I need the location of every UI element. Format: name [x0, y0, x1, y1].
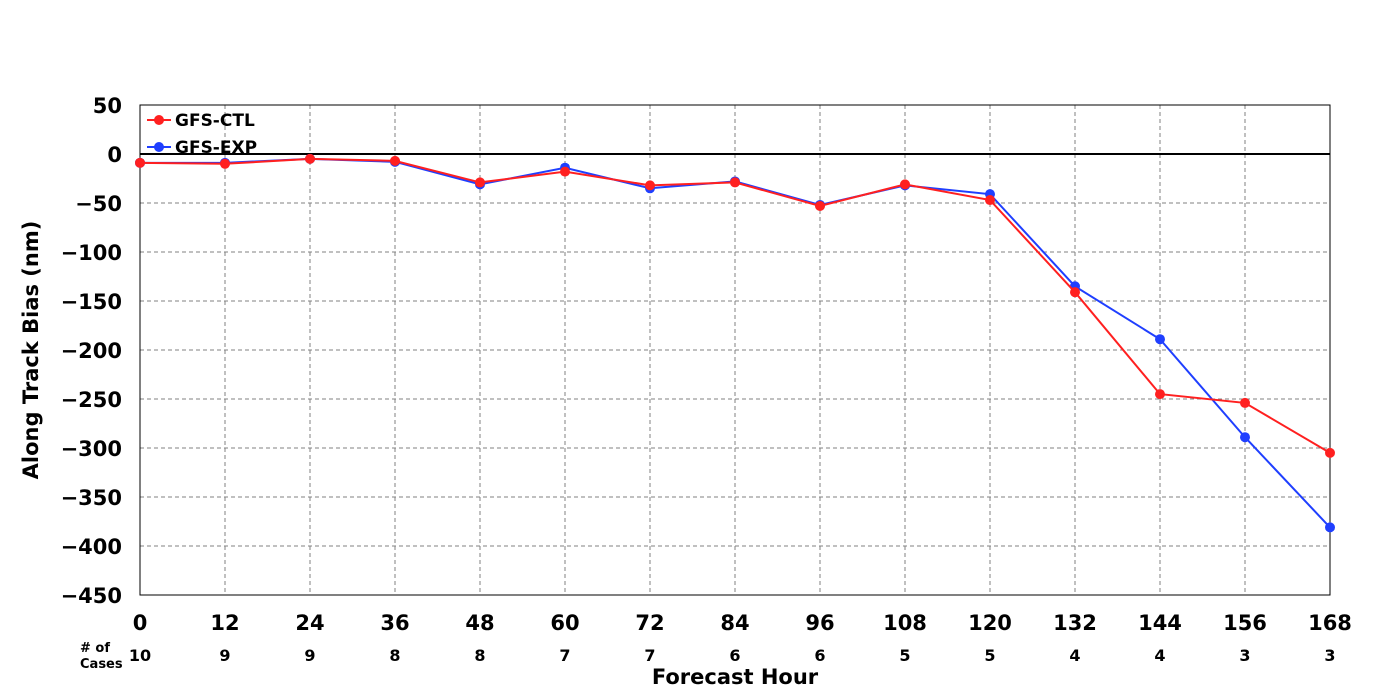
- y-axis-ticks: 50 0 −50 −100 −150 −200 −250 −300 −350 −400 −450: [61, 94, 122, 608]
- series-gfs-ctl: [135, 153, 1335, 458]
- cases-count: 6: [729, 646, 740, 665]
- x-tick-label: 84: [720, 611, 749, 635]
- data-point-gfs-ctl: [475, 177, 485, 188]
- x-tick-label: 36: [380, 611, 409, 635]
- data-point-gfs-ctl: [135, 157, 145, 168]
- x-axis-ticks: 0 12 24 36 48 60 72 84 96 108 120 132 144 156 168: [133, 611, 1352, 635]
- x-tick-label: 96: [805, 611, 834, 635]
- grid: [140, 105, 1330, 595]
- legend-swatch-marker-ctl: [154, 115, 164, 125]
- y-tick-label: −350: [61, 486, 122, 510]
- cases-label-line2: Cases: [80, 657, 123, 672]
- data-point-gfs-ctl: [815, 200, 825, 211]
- x-tick-label: 108: [883, 611, 927, 635]
- data-point-gfs-ctl: [1240, 397, 1250, 408]
- data-point-gfs-ctl: [390, 155, 400, 166]
- plot-frame: [139, 104, 1331, 596]
- y-axis-label: Along Track Bias (nm): [19, 221, 43, 480]
- y-tick-label: −450: [61, 584, 122, 608]
- data-point-gfs-exp: [1240, 432, 1250, 443]
- cases-count: 5: [984, 646, 995, 665]
- data-point-gfs-ctl: [305, 153, 315, 164]
- cases-count: 10: [129, 646, 151, 665]
- x-tick-label: 48: [465, 611, 494, 635]
- cases-count: 5: [899, 646, 910, 665]
- x-tick-label: 144: [1138, 611, 1182, 635]
- x-tick-label: 132: [1053, 611, 1097, 635]
- x-tick-label: 168: [1308, 611, 1352, 635]
- series-layer: [135, 153, 1335, 533]
- x-tick-label: 60: [550, 611, 579, 635]
- data-point-gfs-ctl: [560, 166, 570, 177]
- data-point-gfs-ctl: [985, 195, 995, 206]
- cases-count: 8: [389, 646, 400, 665]
- cases-count: 3: [1324, 646, 1335, 665]
- x-tick-label: 0: [133, 611, 148, 635]
- cases-label-line1: # of: [80, 641, 110, 656]
- y-tick-label: −300: [61, 437, 122, 461]
- data-point-gfs-exp: [1325, 522, 1335, 533]
- x-tick-label: 24: [295, 611, 324, 635]
- legend: GFS-CTL GFS-EXP: [147, 111, 257, 158]
- y-tick-label: −400: [61, 535, 122, 559]
- legend-swatch-marker-exp: [154, 142, 164, 152]
- data-point-gfs-ctl: [220, 158, 230, 169]
- data-point-gfs-ctl: [900, 179, 910, 190]
- x-axis-label: Forecast Hour: [652, 665, 819, 689]
- data-point-gfs-ctl: [1070, 287, 1080, 298]
- cases-count: 3: [1239, 646, 1250, 665]
- cases-count: 9: [219, 646, 230, 665]
- y-tick-label: −250: [61, 388, 122, 412]
- x-tick-label: 12: [210, 611, 239, 635]
- legend-label-exp: GFS-EXP: [175, 138, 257, 158]
- cases-count: 4: [1069, 646, 1080, 665]
- cases-count: 4: [1154, 646, 1165, 665]
- cases-count: 7: [644, 646, 655, 665]
- y-tick-label: −200: [61, 339, 122, 363]
- data-point-gfs-exp: [1155, 334, 1165, 345]
- cases-count: 8: [474, 646, 485, 665]
- cases-count: 9: [304, 646, 315, 665]
- cases-count: 6: [814, 646, 825, 665]
- x-tick-label: 72: [635, 611, 664, 635]
- x-tick-label: 156: [1223, 611, 1267, 635]
- cases-count: 7: [559, 646, 570, 665]
- data-point-gfs-ctl: [1155, 389, 1165, 400]
- legend-label-ctl: GFS-CTL: [175, 111, 255, 131]
- y-tick-label: −100: [61, 241, 122, 265]
- data-point-gfs-ctl: [1325, 447, 1335, 458]
- cases-row: 10 9 9 8 8 7 7 6 6 5 5 4 4 3 3: [129, 646, 1336, 665]
- x-tick-label: 120: [968, 611, 1012, 635]
- y-tick-label: −150: [61, 290, 122, 314]
- y-tick-label: 50: [93, 94, 122, 118]
- data-point-gfs-ctl: [645, 180, 655, 191]
- y-tick-label: 0: [107, 143, 122, 167]
- data-point-gfs-ctl: [730, 177, 740, 188]
- y-tick-label: −50: [75, 192, 122, 216]
